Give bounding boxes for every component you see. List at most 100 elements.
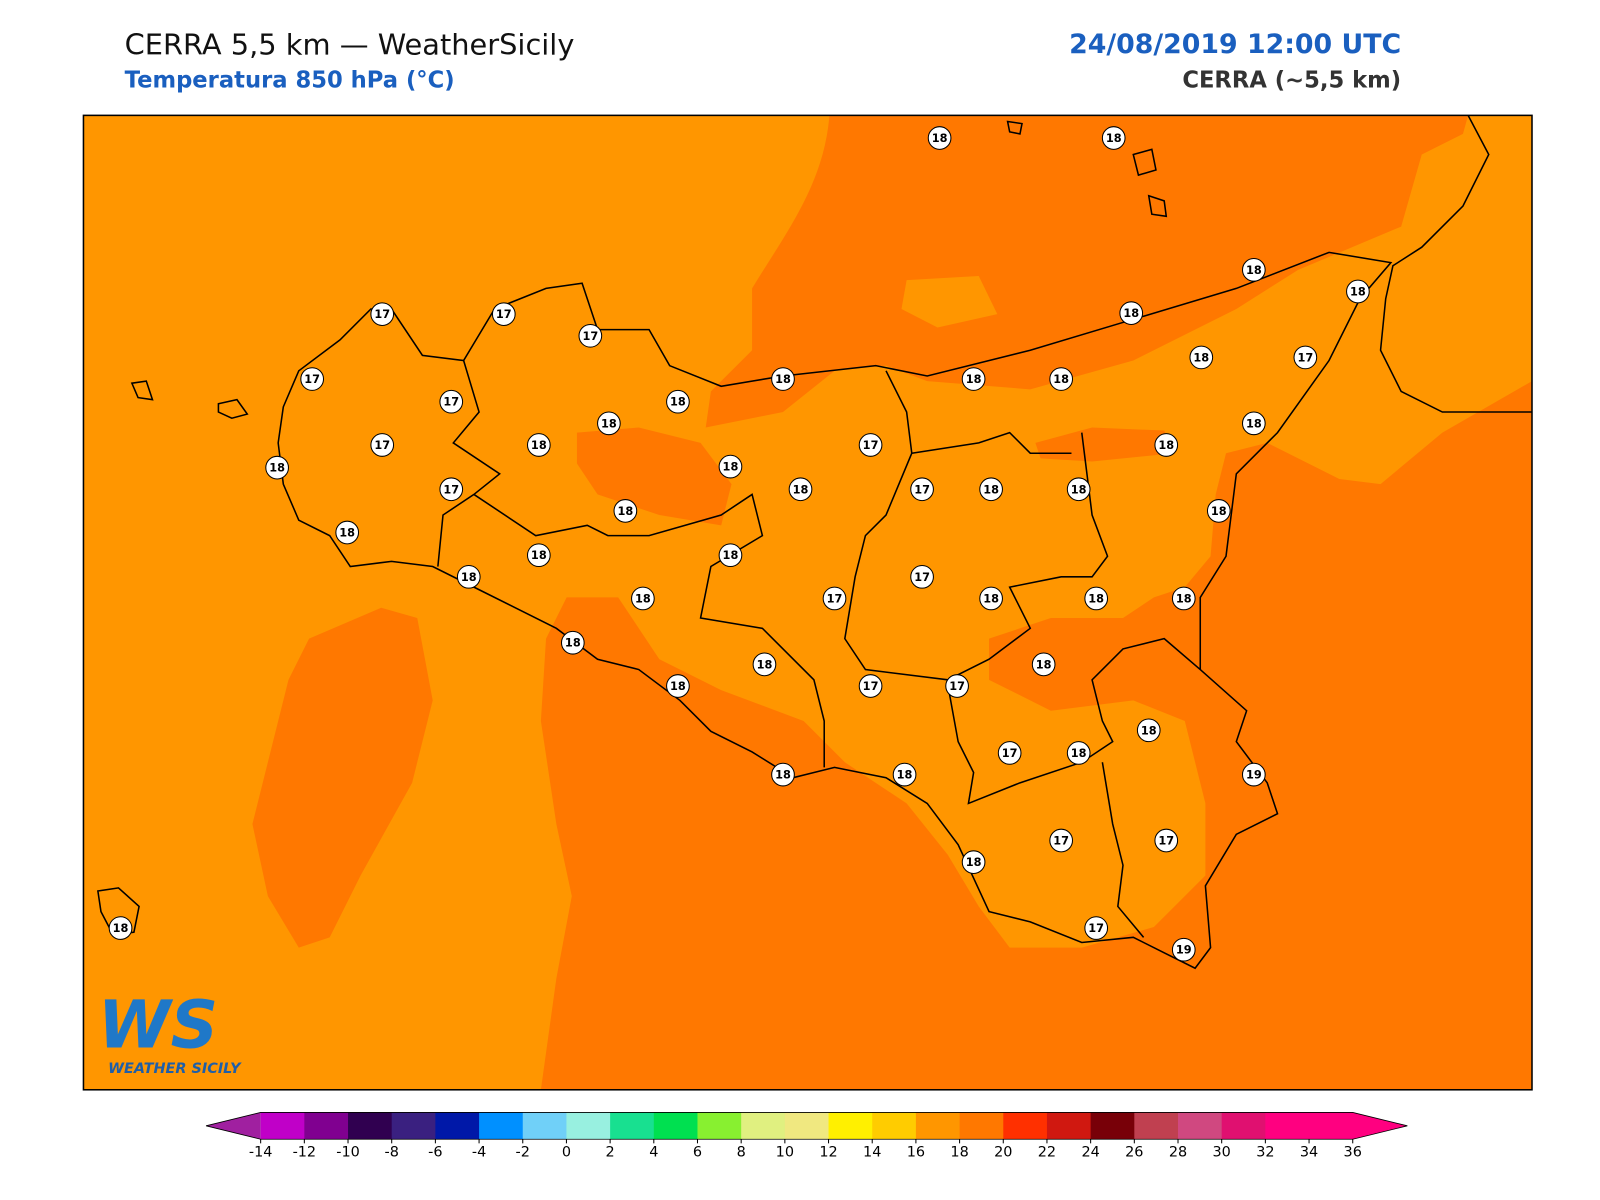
colorbar-segment — [1134, 1112, 1179, 1140]
station-marker — [526, 543, 551, 568]
station-value: 17 — [304, 372, 320, 386]
colorbar-tick-label: 26 — [1125, 1145, 1143, 1161]
station-value: 17 — [374, 307, 390, 321]
model: CERRA (~5,5 km) — [1182, 67, 1401, 93]
station-value: 17 — [443, 395, 459, 409]
station-value: 17 — [914, 482, 930, 496]
station: 17 — [491, 302, 516, 327]
colorbar-tick-label: 28 — [1169, 1145, 1187, 1161]
province-border — [473, 493, 825, 768]
station-value: 18 — [1193, 350, 1209, 364]
province-border — [947, 637, 1201, 805]
station-value: 18 — [1123, 306, 1139, 320]
colorbar-segment — [479, 1112, 524, 1140]
station-value: 18 — [1071, 482, 1087, 496]
colorbar-tick-label: 32 — [1256, 1145, 1274, 1161]
colorbar-segment — [435, 1112, 480, 1140]
station-marker — [631, 586, 655, 611]
station-value: 18 — [1158, 438, 1174, 452]
station: 18 — [718, 454, 743, 479]
island — [217, 398, 249, 420]
station: 17 — [945, 674, 969, 698]
station-value: 18 — [757, 657, 773, 671]
station: 17 — [300, 367, 325, 391]
colorbar-segment — [1046, 1112, 1092, 1140]
station-marker — [1066, 477, 1091, 502]
colorbar-segment — [959, 1112, 1004, 1140]
field-dark — [540, 381, 1533, 1090]
station: 17 — [822, 586, 847, 611]
station-marker — [910, 564, 934, 589]
colorbar-tick-label: -6 — [428, 1145, 442, 1161]
station-marker — [1119, 301, 1144, 325]
colorbar-tick-label: 2 — [606, 1145, 615, 1161]
station-marker — [1049, 367, 1074, 391]
station: 18 — [631, 586, 655, 611]
station-marker — [771, 762, 795, 787]
station-value: 18 — [670, 679, 686, 693]
station-marker — [613, 499, 638, 523]
field-light — [901, 276, 998, 328]
station: 18 — [666, 674, 690, 698]
station-value: 17 — [1088, 921, 1104, 935]
station-value: 18 — [1088, 591, 1104, 605]
station-marker — [300, 367, 325, 391]
station: 18 — [892, 762, 917, 787]
colorbar-tick-label: 18 — [950, 1145, 968, 1161]
station-marker — [1154, 433, 1179, 457]
station-marker — [439, 477, 464, 502]
station-value: 18 — [932, 131, 948, 145]
station: 17 — [370, 302, 395, 327]
station: 17 — [578, 323, 603, 348]
station-marker — [108, 916, 133, 940]
station-value: 18 — [1053, 372, 1069, 386]
colorbar-segment — [784, 1112, 830, 1140]
station-marker — [666, 389, 690, 414]
island — [1006, 120, 1023, 135]
colorbar-segment — [828, 1112, 873, 1140]
station: 18 — [1346, 279, 1370, 304]
station: 19 — [1171, 937, 1196, 962]
station-value: 17 — [1002, 746, 1018, 760]
station-marker — [979, 586, 1003, 611]
station-value: 18 — [723, 548, 739, 562]
station: 18 — [752, 652, 777, 677]
colorbar-tick-label: -4 — [472, 1145, 486, 1161]
station-value: 18 — [1350, 285, 1366, 299]
station-marker — [597, 411, 621, 436]
colorbar-tick-label: 14 — [863, 1145, 881, 1161]
station: 18 — [1136, 718, 1161, 743]
colorbar-tick-label: 22 — [1038, 1145, 1056, 1161]
station: 18 — [1241, 258, 1266, 282]
station-value: 17 — [1158, 834, 1174, 848]
colorbar-segment — [304, 1112, 349, 1140]
station-value: 18 — [617, 504, 633, 518]
colorbar-segment — [1003, 1112, 1048, 1140]
station-marker — [1084, 916, 1109, 940]
station: 17 — [997, 741, 1022, 765]
station: 18 — [1119, 301, 1144, 325]
colorbar-segment — [915, 1112, 961, 1140]
station-marker — [578, 323, 603, 348]
station-marker — [997, 741, 1022, 765]
station-value: 17 — [496, 307, 512, 321]
station-marker — [370, 302, 395, 327]
station-marker — [1049, 828, 1074, 853]
logo-caption: WEATHER SICILY — [108, 1061, 242, 1077]
station-value: 18 — [897, 768, 913, 782]
station-value: 18 — [983, 482, 999, 496]
station: 18 — [961, 367, 986, 391]
station: 18 — [1049, 367, 1074, 391]
station-marker — [945, 674, 969, 698]
station: 18 — [1171, 586, 1196, 611]
colorbar-segment — [872, 1112, 917, 1140]
station: 18 — [927, 126, 952, 150]
station-value: 17 — [863, 438, 879, 452]
station-value: 18 — [966, 372, 982, 386]
station-value: 18 — [723, 460, 739, 474]
colorbar-segment — [391, 1112, 436, 1140]
station-value: 17 — [582, 329, 598, 343]
colorbar-segment — [260, 1112, 305, 1140]
station-value: 18 — [269, 461, 285, 475]
